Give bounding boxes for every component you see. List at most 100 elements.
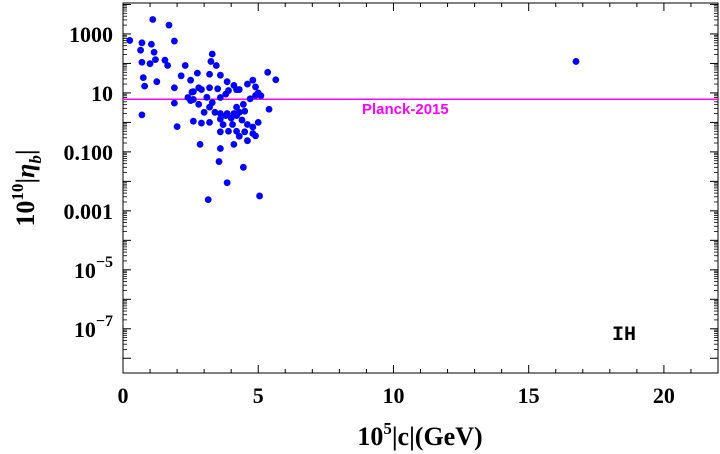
data-point [181,62,189,69]
y-axis-title: 1010|ηb| [8,149,45,226]
data-point [170,37,178,45]
data-point [257,92,265,100]
data-point [150,48,158,56]
data-point [272,76,280,84]
data-point [165,21,173,29]
data-point [200,108,208,116]
data-point [244,121,251,128]
data-point [153,78,161,86]
data-point [230,140,238,148]
data-point [126,37,134,44]
data-point [187,76,195,84]
data-point [265,105,273,113]
data-point [233,103,240,111]
data-point [223,110,231,117]
data-point [207,58,215,65]
data-point [252,92,259,99]
data-point [211,108,219,116]
data-point [223,179,231,187]
data-point [170,84,178,92]
data-points [126,16,580,204]
data-point [223,78,231,86]
hierarchy-annotation: IH [612,324,636,347]
data-point [149,16,157,23]
data-point [216,115,224,123]
data-point [246,95,254,103]
data-point [256,192,263,200]
y-tick-label: 10−7 [74,313,113,342]
data-point [252,132,259,140]
x-axis-title: 105|c|(GeV) [357,419,482,451]
data-point [216,94,224,101]
data-point [239,163,247,171]
data-point [137,46,144,54]
data-point [252,83,259,91]
data-point [138,58,146,66]
data-point [139,74,147,82]
data-point [216,128,224,136]
data-point [164,62,172,69]
data-point [147,40,155,48]
data-point [141,82,149,90]
data-point [225,87,232,94]
data-point [206,119,213,126]
x-tick-label: 5 [253,383,264,408]
data-point [229,121,236,128]
data-point [161,56,169,64]
data-point [216,71,224,79]
data-point [254,119,262,126]
data-point [216,110,224,117]
data-point [198,86,205,93]
data-point [177,72,185,80]
data-point [264,68,272,76]
data-point [204,196,212,204]
y-tick-label: 10 [91,81,113,106]
data-point [196,140,204,148]
data-point [214,85,222,93]
data-point [173,123,181,131]
data-point [206,103,213,111]
x-tick-label: 0 [118,383,129,408]
data-point [238,116,246,124]
data-point [170,99,178,107]
data-point [235,132,243,140]
data-point [216,145,224,152]
data-point [203,93,211,101]
data-point [189,88,197,96]
axis-ticks [122,3,719,373]
data-point [215,158,223,165]
data-point [195,100,203,108]
y-axis-title-text: 1010|ηb| [8,149,45,226]
data-point [244,137,251,145]
y-tick-label: 1000 [69,22,113,47]
axis-tick-labels: 0 5 10 15 20 1000 10 0.100 0.001 10−5 10−7 [64,22,675,408]
planck-reference-label: Planck-2015 [362,101,449,118]
data-point [219,121,227,129]
y-tick-label: 0.001 [64,199,114,224]
data-point [208,50,216,58]
data-point [206,70,213,78]
data-point [249,123,257,131]
data-point [206,84,213,92]
x-tick-label: 15 [518,383,540,408]
data-point [138,39,146,47]
data-point [241,107,249,115]
data-point [239,100,247,108]
data-point [241,128,249,136]
data-point [230,110,238,117]
y-tick-label: 10−5 [74,254,113,283]
data-point [225,127,232,135]
data-point [230,81,238,89]
data-point [193,69,201,77]
y-tick-label: 0.100 [64,140,114,165]
data-point [152,56,159,63]
data-point [249,76,257,84]
data-point [212,62,220,69]
x-axis-title-text: 105|c|(GeV) [357,419,482,451]
data-point [572,58,580,65]
data-point [198,119,205,127]
data-point [235,86,243,93]
data-point [235,108,243,116]
data-point [146,60,154,68]
